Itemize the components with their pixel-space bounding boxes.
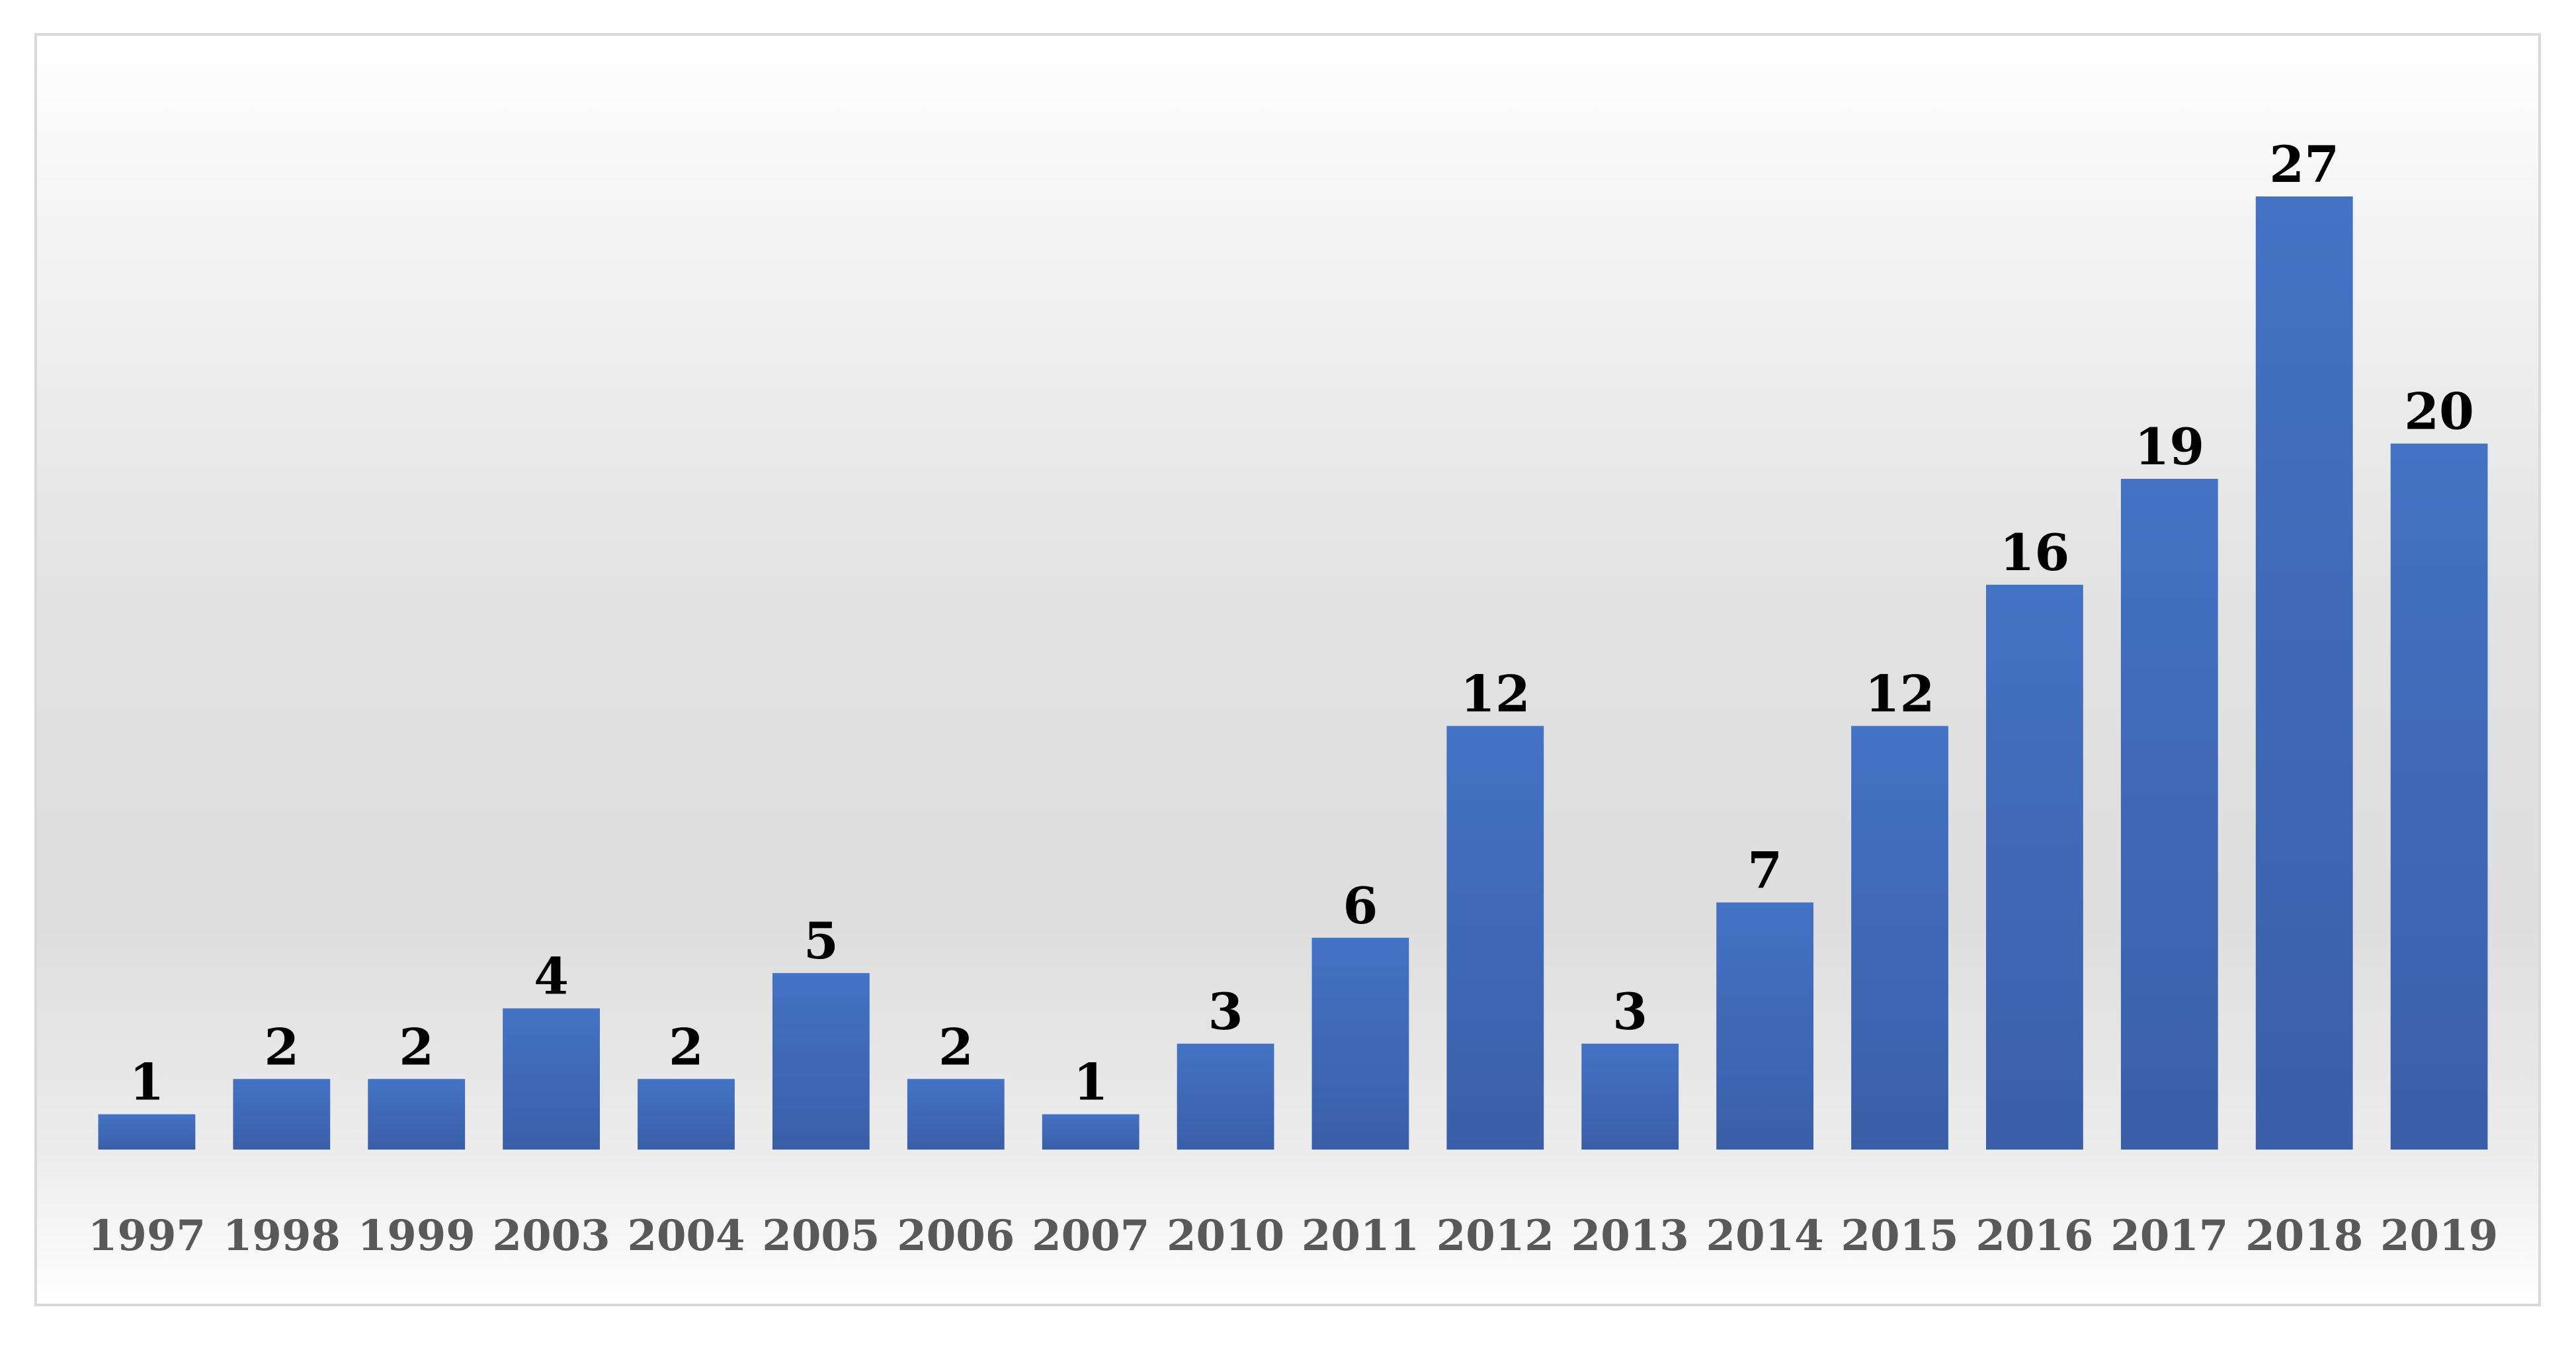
- x-tick-label-2018: 2018: [2245, 1211, 2363, 1261]
- bar-2004: [638, 1079, 735, 1150]
- x-tick-label-2003: 2003: [493, 1211, 610, 1261]
- x-tick-label-2006: 2006: [897, 1211, 1015, 1261]
- bar-2013: [1581, 1043, 1679, 1150]
- x-tick-label-2016: 2016: [1975, 1211, 2093, 1261]
- x-tick-label-2015: 2015: [1841, 1211, 1958, 1261]
- value-label-2010: 3: [1208, 982, 1243, 1041]
- value-label-2006: 2: [938, 1017, 974, 1076]
- bar-2011: [1311, 937, 1409, 1150]
- value-label-1998: 2: [264, 1017, 299, 1076]
- x-tick-label-2014: 2014: [1706, 1211, 1824, 1261]
- value-label-2012: 12: [1460, 665, 1530, 724]
- x-tick-labels-group: 1997 1998 1999 2003 2004 2005 2006 2007 2010 2011…: [88, 1211, 2498, 1261]
- bar-2015: [1851, 726, 1948, 1150]
- x-tick-label-1999: 1999: [358, 1211, 476, 1261]
- x-tick-label-2005: 2005: [762, 1211, 880, 1261]
- x-tick-label-2012: 2012: [1436, 1211, 1554, 1261]
- value-label-1999: 2: [399, 1017, 434, 1076]
- x-tick-label-2004: 2004: [627, 1211, 745, 1261]
- bar-2017: [2120, 478, 2218, 1150]
- bar-2006: [907, 1079, 1005, 1150]
- bar-1997: [98, 1114, 196, 1150]
- x-tick-label-2007: 2007: [1032, 1211, 1149, 1261]
- x-tick-label-2011: 2011: [1302, 1211, 1419, 1261]
- value-label-1997: 1: [129, 1053, 164, 1112]
- value-label-2004: 2: [669, 1017, 704, 1076]
- value-label-2003: 4: [534, 947, 569, 1006]
- bar-2007: [1042, 1114, 1140, 1150]
- x-tick-label-1998: 1998: [223, 1211, 341, 1261]
- bar-2014: [1716, 902, 1814, 1150]
- bar-2019: [2390, 443, 2488, 1150]
- x-tick-label-2010: 2010: [1167, 1211, 1284, 1261]
- value-label-2013: 3: [1612, 982, 1647, 1041]
- x-tick-label-2019: 2019: [2380, 1211, 2498, 1261]
- value-label-2017: 19: [2134, 417, 2204, 476]
- bar-2010: [1177, 1043, 1274, 1150]
- bar-2003: [503, 1008, 601, 1150]
- bar-2016: [1985, 585, 2083, 1150]
- value-label-2015: 12: [1865, 665, 1935, 724]
- x-tick-label-1997: 1997: [88, 1211, 206, 1261]
- bars-group: [98, 196, 2488, 1150]
- value-label-2014: 7: [1747, 841, 1782, 900]
- bar-2018: [2255, 196, 2353, 1150]
- bar-1998: [233, 1079, 331, 1150]
- value-label-2011: 6: [1343, 876, 1378, 935]
- value-label-2019: 20: [2404, 382, 2474, 441]
- value-label-2005: 5: [804, 911, 839, 970]
- value-label-2016: 16: [2000, 523, 2070, 582]
- value-label-2018: 27: [2269, 135, 2339, 194]
- value-label-2007: 1: [1073, 1053, 1108, 1112]
- x-tick-label-2013: 2013: [1571, 1211, 1689, 1261]
- bar-2005: [772, 973, 870, 1150]
- bar-1999: [368, 1079, 466, 1150]
- bar-2012: [1446, 726, 1544, 1150]
- x-tick-label-2017: 2017: [2110, 1211, 2228, 1261]
